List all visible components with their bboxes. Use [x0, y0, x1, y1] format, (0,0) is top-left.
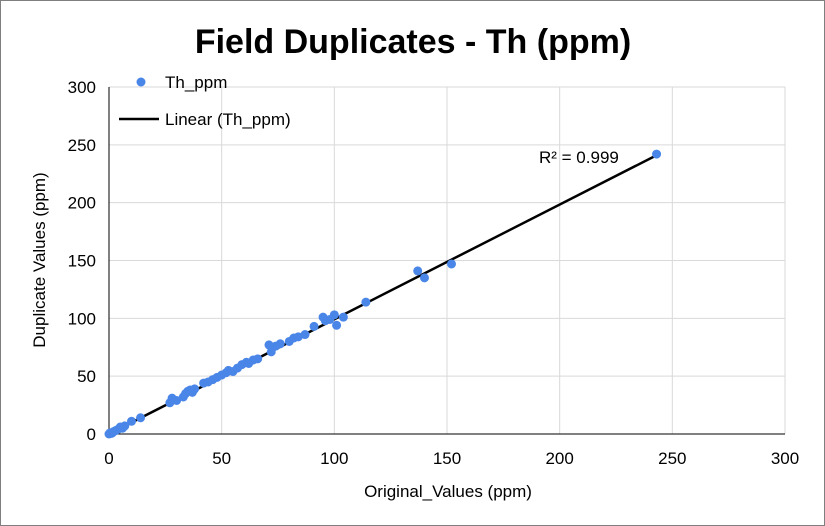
y-tick-labels: 0 50 100 150 200 250 300: [68, 78, 96, 444]
x-axis-label: Original_Values (ppm): [364, 482, 532, 501]
data-point-53: [447, 259, 457, 269]
y-tick-label-5: 250: [68, 136, 96, 155]
y-tick-label-1: 50: [77, 367, 96, 386]
trendline-layer: [108, 154, 658, 436]
data-point-41: [293, 332, 303, 342]
x-tick-label-4: 200: [545, 449, 573, 468]
data-point-50: [361, 297, 371, 307]
legend: Th_ppm Linear (Th_ppm): [119, 73, 291, 129]
axes-layer: [108, 87, 785, 435]
x-tick-label-3: 150: [433, 449, 461, 468]
trendline-linear: [108, 154, 658, 436]
x-tick-label-5: 250: [658, 449, 686, 468]
data-points: [104, 149, 662, 439]
data-point-9: [120, 421, 130, 431]
y-tick-label-2: 100: [68, 309, 96, 328]
x-tick-labels: 0 50 100 150 200 250 300: [104, 449, 799, 468]
data-point-35: [264, 340, 274, 350]
data-point-10: [127, 416, 137, 426]
data-point-47: [329, 310, 339, 320]
data-point-11: [136, 413, 146, 423]
x-tick-label-6: 300: [771, 449, 799, 468]
x-tick-label-1: 50: [212, 449, 231, 468]
y-tick-label-0: 0: [87, 425, 96, 444]
legend-marker-th-ppm: [136, 77, 146, 87]
y-tick-label-6: 300: [68, 78, 96, 97]
data-point-20: [190, 384, 200, 394]
legend-label-th-ppm: Th_ppm: [165, 73, 227, 92]
data-point-51: [413, 266, 423, 276]
data-point-34: [253, 354, 263, 364]
data-point-14: [172, 395, 182, 405]
x-tick-label-2: 100: [320, 449, 348, 468]
data-point-43: [309, 321, 319, 331]
data-point-48: [332, 320, 342, 330]
y-tick-label-3: 150: [68, 252, 96, 271]
legend-label-linear: Linear (Th_ppm): [165, 110, 291, 129]
data-point-52: [419, 273, 429, 283]
data-point-49: [338, 312, 348, 322]
y-axis-label: Duplicate Values (ppm): [30, 172, 49, 347]
chart-title: Field Duplicates - Th (ppm): [195, 23, 631, 61]
y-tick-label-4: 200: [68, 194, 96, 213]
data-point-38: [275, 339, 285, 349]
x-tick-label-0: 0: [104, 449, 113, 468]
data-point-54: [652, 149, 662, 159]
data-point-42: [300, 330, 310, 340]
r-squared-label: R² = 0.999: [539, 148, 619, 167]
